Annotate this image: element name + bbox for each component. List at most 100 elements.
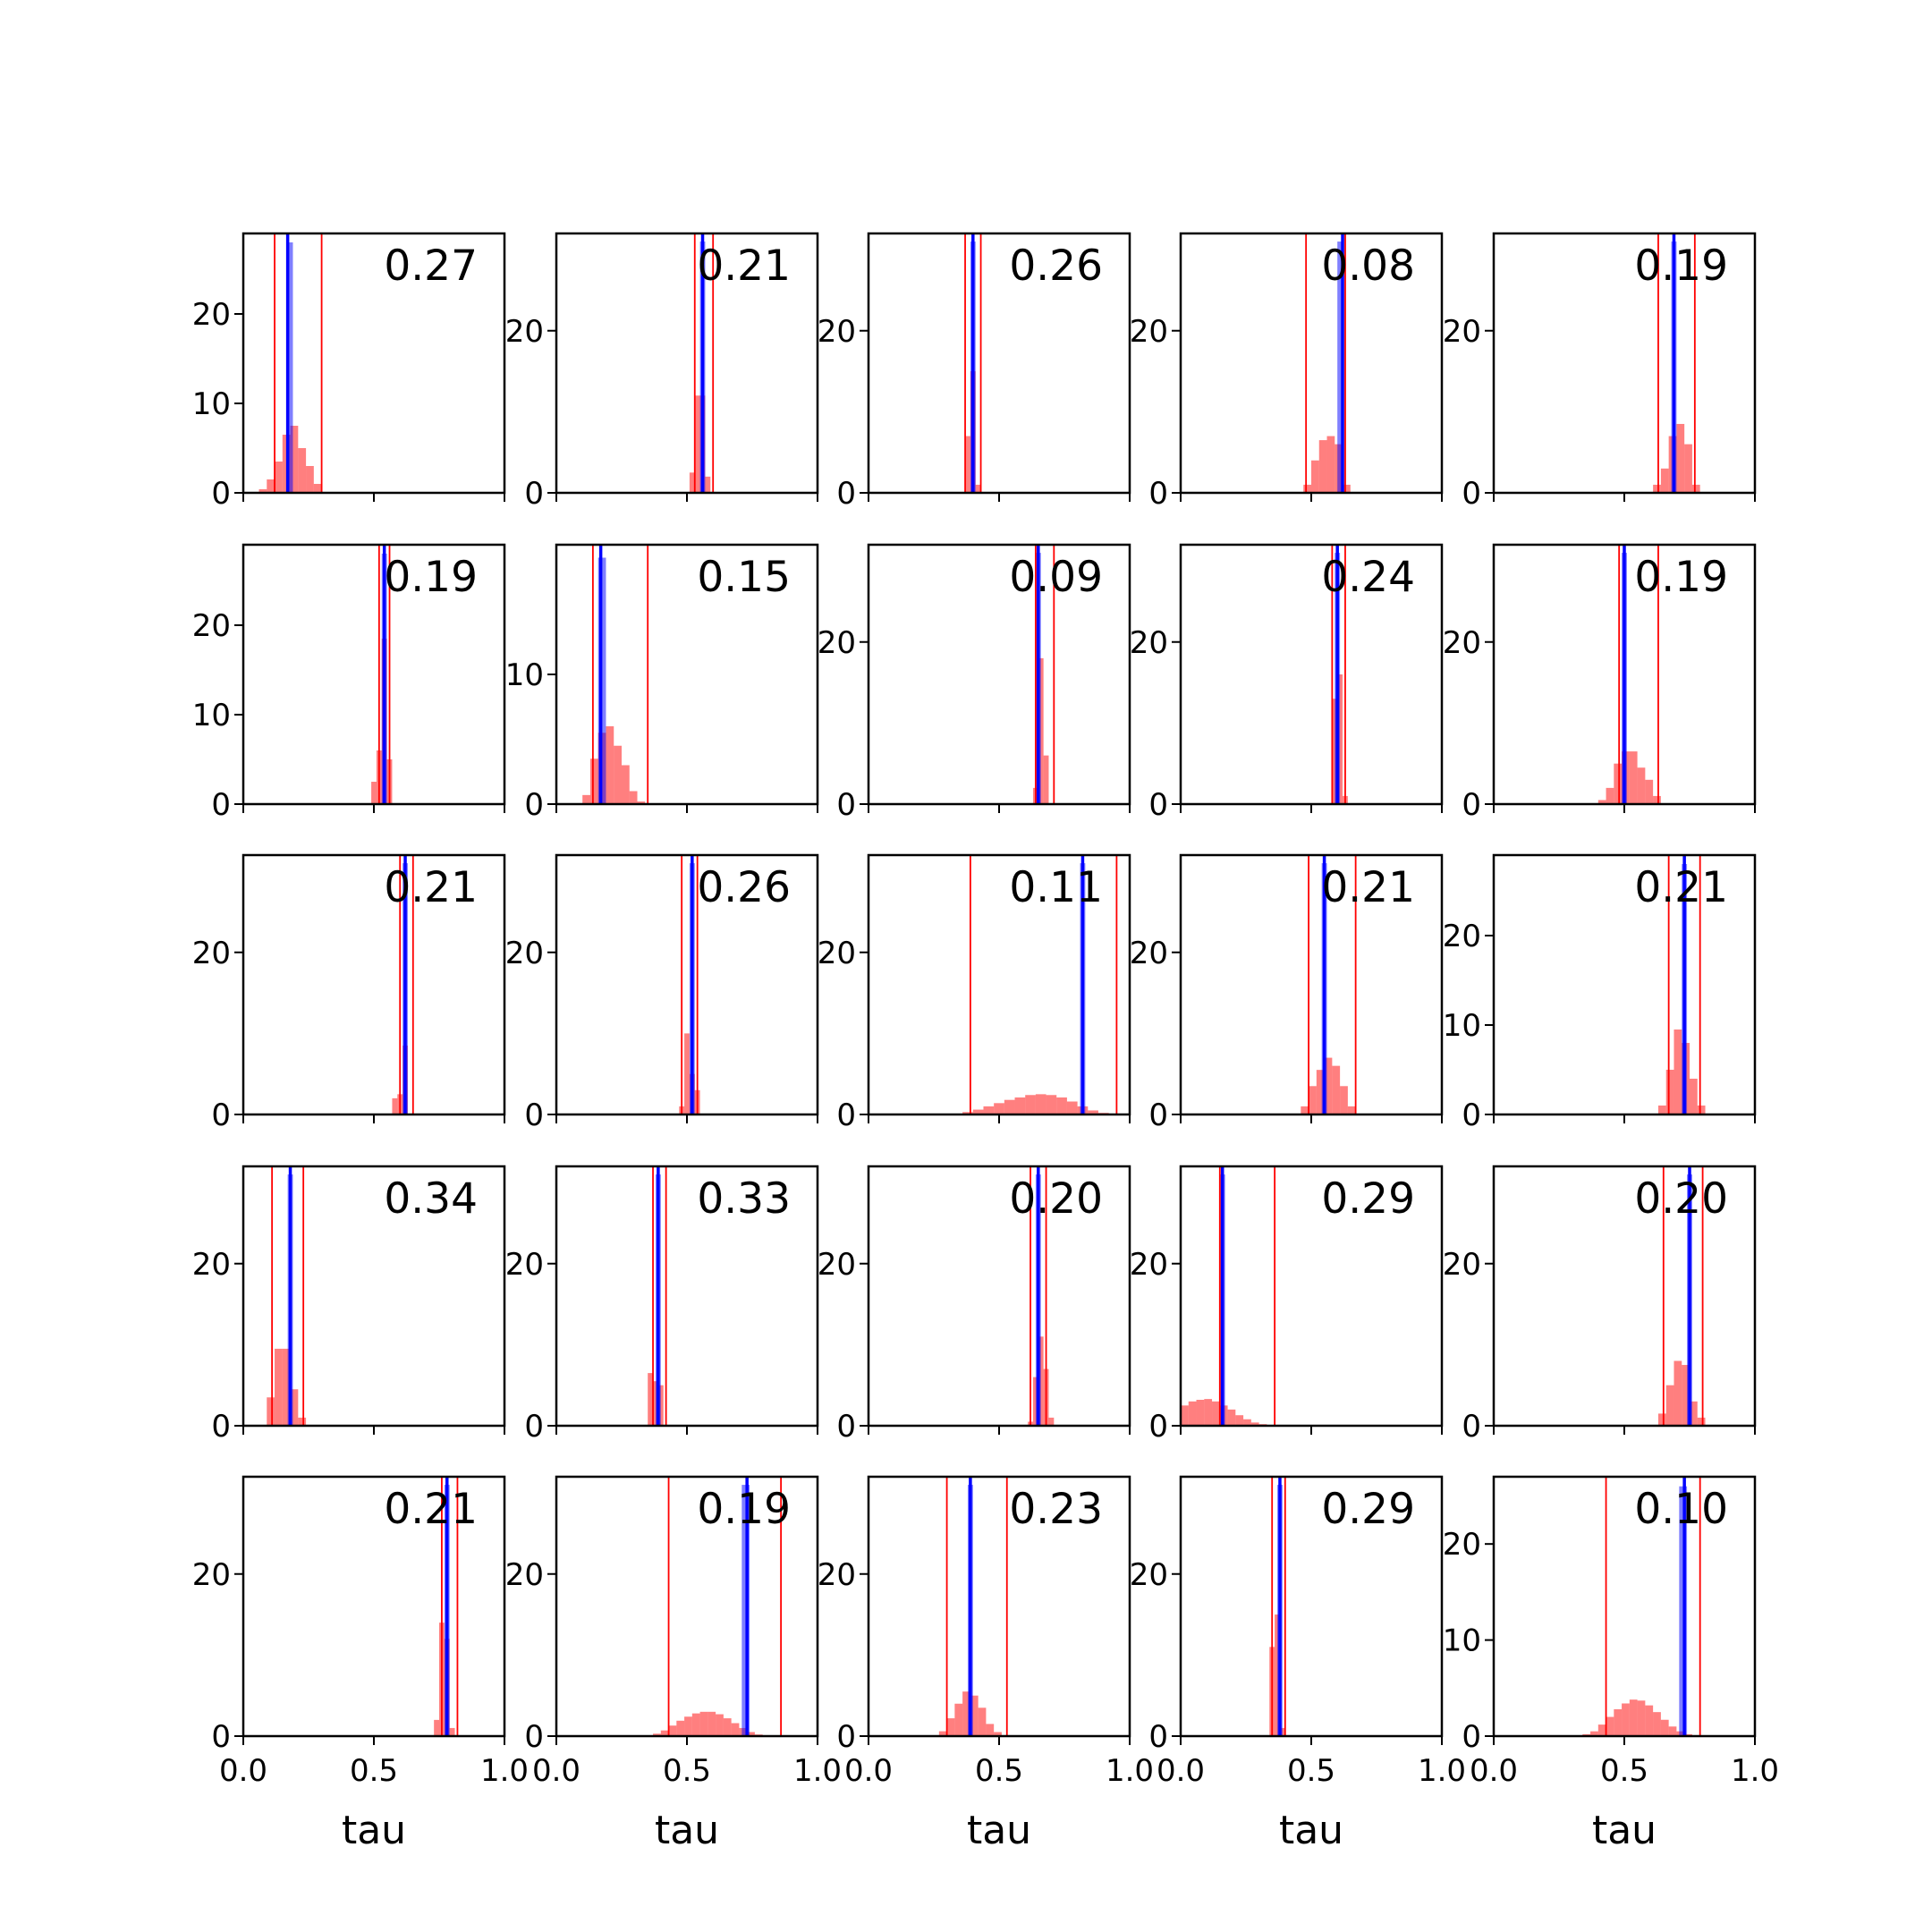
prior-histogram-bar xyxy=(1597,800,1606,804)
x-tick-label: 0.0 xyxy=(219,1753,267,1789)
prior-histogram-bar xyxy=(747,1732,755,1736)
y-tick-label: 0 xyxy=(211,1719,231,1755)
prior-histogram-bar xyxy=(1196,1400,1205,1426)
panel-value-label: 0.26 xyxy=(1009,242,1103,291)
y-tick-label: 20 xyxy=(192,608,231,644)
prior-histogram-bar xyxy=(1235,1415,1244,1426)
prior-histogram-bar xyxy=(1035,1094,1046,1114)
panel-3-4: 0 20 0.21 xyxy=(1130,853,1444,1133)
prior-histogram-bar xyxy=(290,426,299,493)
prior-histogram-bar xyxy=(1301,1106,1309,1114)
prior-histogram-bar xyxy=(1324,1057,1333,1114)
y-tick-label: 10 xyxy=(1443,1623,1481,1659)
y-tick-label: 0 xyxy=(524,1409,544,1445)
prior-histogram-bar xyxy=(1637,1700,1646,1736)
posterior-histogram-bar xyxy=(287,242,293,493)
panel-value-label: 0.27 xyxy=(384,242,478,291)
y-tick-label: 0 xyxy=(1462,787,1481,823)
panel-value-label: 0.21 xyxy=(384,863,478,912)
prior-histogram-bar xyxy=(1243,1419,1251,1426)
prior-histogram-bar xyxy=(1665,1385,1674,1426)
prior-histogram-bar xyxy=(1043,755,1049,804)
prior-histogram-bar xyxy=(1004,1099,1015,1114)
y-tick-label: 20 xyxy=(192,1247,231,1283)
panel-value-label: 0.21 xyxy=(384,1485,478,1534)
prior-histogram-bar xyxy=(1653,1712,1661,1736)
prior-histogram-bar xyxy=(1690,1079,1698,1114)
x-tick-label: 1.0 xyxy=(793,1753,842,1789)
y-tick-label: 0 xyxy=(1462,1719,1481,1755)
prior-histogram-bar xyxy=(653,1733,661,1736)
prior-histogram-bar xyxy=(1653,795,1661,804)
prior-histogram-bar xyxy=(1343,484,1351,493)
y-tick-label: 20 xyxy=(505,1557,544,1593)
prior-histogram-bar xyxy=(1682,1365,1690,1426)
prior-histogram-bar xyxy=(1303,484,1311,493)
prior-histogram-bar xyxy=(1674,1360,1682,1426)
prior-histogram-bar xyxy=(699,1711,708,1736)
prior-histogram-bar xyxy=(290,1389,299,1426)
prior-histogram-bar xyxy=(1032,1377,1038,1426)
panel-5-1: 0 20 0.0 0.5 1.0 0.21 tau xyxy=(192,1475,529,1853)
prior-histogram-bar xyxy=(962,1691,970,1736)
prior-histogram-bar xyxy=(648,1373,654,1426)
panel-4-5: 0 20 0.20 xyxy=(1443,1165,1757,1445)
prior-histogram-bar xyxy=(1048,1417,1055,1426)
prior-histogram-bar xyxy=(1066,1101,1078,1114)
prior-histogram-bar xyxy=(1657,1413,1666,1426)
panel-value-label: 0.33 xyxy=(697,1174,791,1224)
panel-5-5: 0 10 20 0.0 0.5 1.0 0.10 tau xyxy=(1443,1475,1779,1853)
panel-4-4: 0 20 0.29 xyxy=(1130,1165,1444,1445)
panel-5-2: 0 20 0.0 0.5 1.0 0.19 tau xyxy=(505,1475,842,1853)
y-tick-label: 0 xyxy=(1148,787,1168,823)
prior-histogram-bar xyxy=(622,765,630,804)
prior-histogram-bar xyxy=(1697,1417,1706,1426)
panel-5-3: 0 20 0.0 0.5 1.0 0.23 tau xyxy=(818,1475,1154,1853)
prior-histogram-bar xyxy=(994,1732,1002,1736)
y-tick-label: 20 xyxy=(1443,1527,1481,1563)
y-tick-label: 0 xyxy=(836,476,856,512)
prior-histogram-bar xyxy=(1622,1703,1630,1736)
panel-value-label: 0.19 xyxy=(384,553,478,602)
panel-1-5: 0 20 0.19 xyxy=(1443,232,1757,512)
prior-histogram-bar xyxy=(1637,767,1646,804)
panel-value-label: 0.34 xyxy=(384,1174,478,1224)
prior-histogram-bar xyxy=(1316,1070,1325,1114)
prior-histogram-bar xyxy=(954,1703,963,1736)
panel-value-label: 0.19 xyxy=(1634,553,1728,602)
prior-histogram-bar xyxy=(1181,1405,1189,1426)
prior-histogram-bar xyxy=(637,801,646,804)
prior-histogram-bar xyxy=(267,479,275,493)
panel-2-3: 0 20 0.09 xyxy=(818,543,1131,823)
panel-value-label: 0.21 xyxy=(1634,863,1728,912)
prior-histogram-bar xyxy=(975,484,981,493)
prior-histogram-bar xyxy=(1674,1030,1682,1114)
prior-histogram-bar xyxy=(1691,484,1700,493)
prior-histogram-bar xyxy=(1309,1086,1317,1114)
panel-2-5: 0 20 0.19 xyxy=(1443,543,1757,823)
x-tick-label: 1.0 xyxy=(1106,1753,1154,1789)
prior-histogram-bar xyxy=(1629,1699,1638,1736)
y-tick-label: 0 xyxy=(1148,1097,1168,1133)
y-tick-label: 0 xyxy=(211,1097,231,1133)
y-tick-label: 0 xyxy=(1148,476,1168,512)
prior-histogram-bar xyxy=(676,1720,685,1736)
prior-histogram-bar xyxy=(589,758,598,804)
y-tick-label: 20 xyxy=(1130,314,1168,350)
y-tick-label: 20 xyxy=(505,936,544,971)
prior-histogram-bar xyxy=(708,1711,716,1736)
prior-histogram-bar xyxy=(1332,1065,1341,1114)
prior-histogram-bar xyxy=(723,1718,732,1736)
prior-histogram-bar xyxy=(1014,1097,1026,1114)
prior-histogram-bar xyxy=(668,1725,677,1736)
panel-4-2: 0 20 0.33 xyxy=(505,1165,819,1445)
prior-histogram-bar xyxy=(1318,440,1327,493)
prior-histogram-bar xyxy=(1590,1731,1598,1736)
prior-histogram-bar xyxy=(1606,787,1614,804)
prior-histogram-bar xyxy=(313,484,322,493)
y-tick-label: 20 xyxy=(192,936,231,971)
x-tick-label: 0.0 xyxy=(1470,1753,1518,1789)
y-tick-label: 20 xyxy=(818,1557,856,1593)
prior-histogram-bar xyxy=(970,1695,979,1736)
prior-histogram-bar xyxy=(371,782,377,804)
